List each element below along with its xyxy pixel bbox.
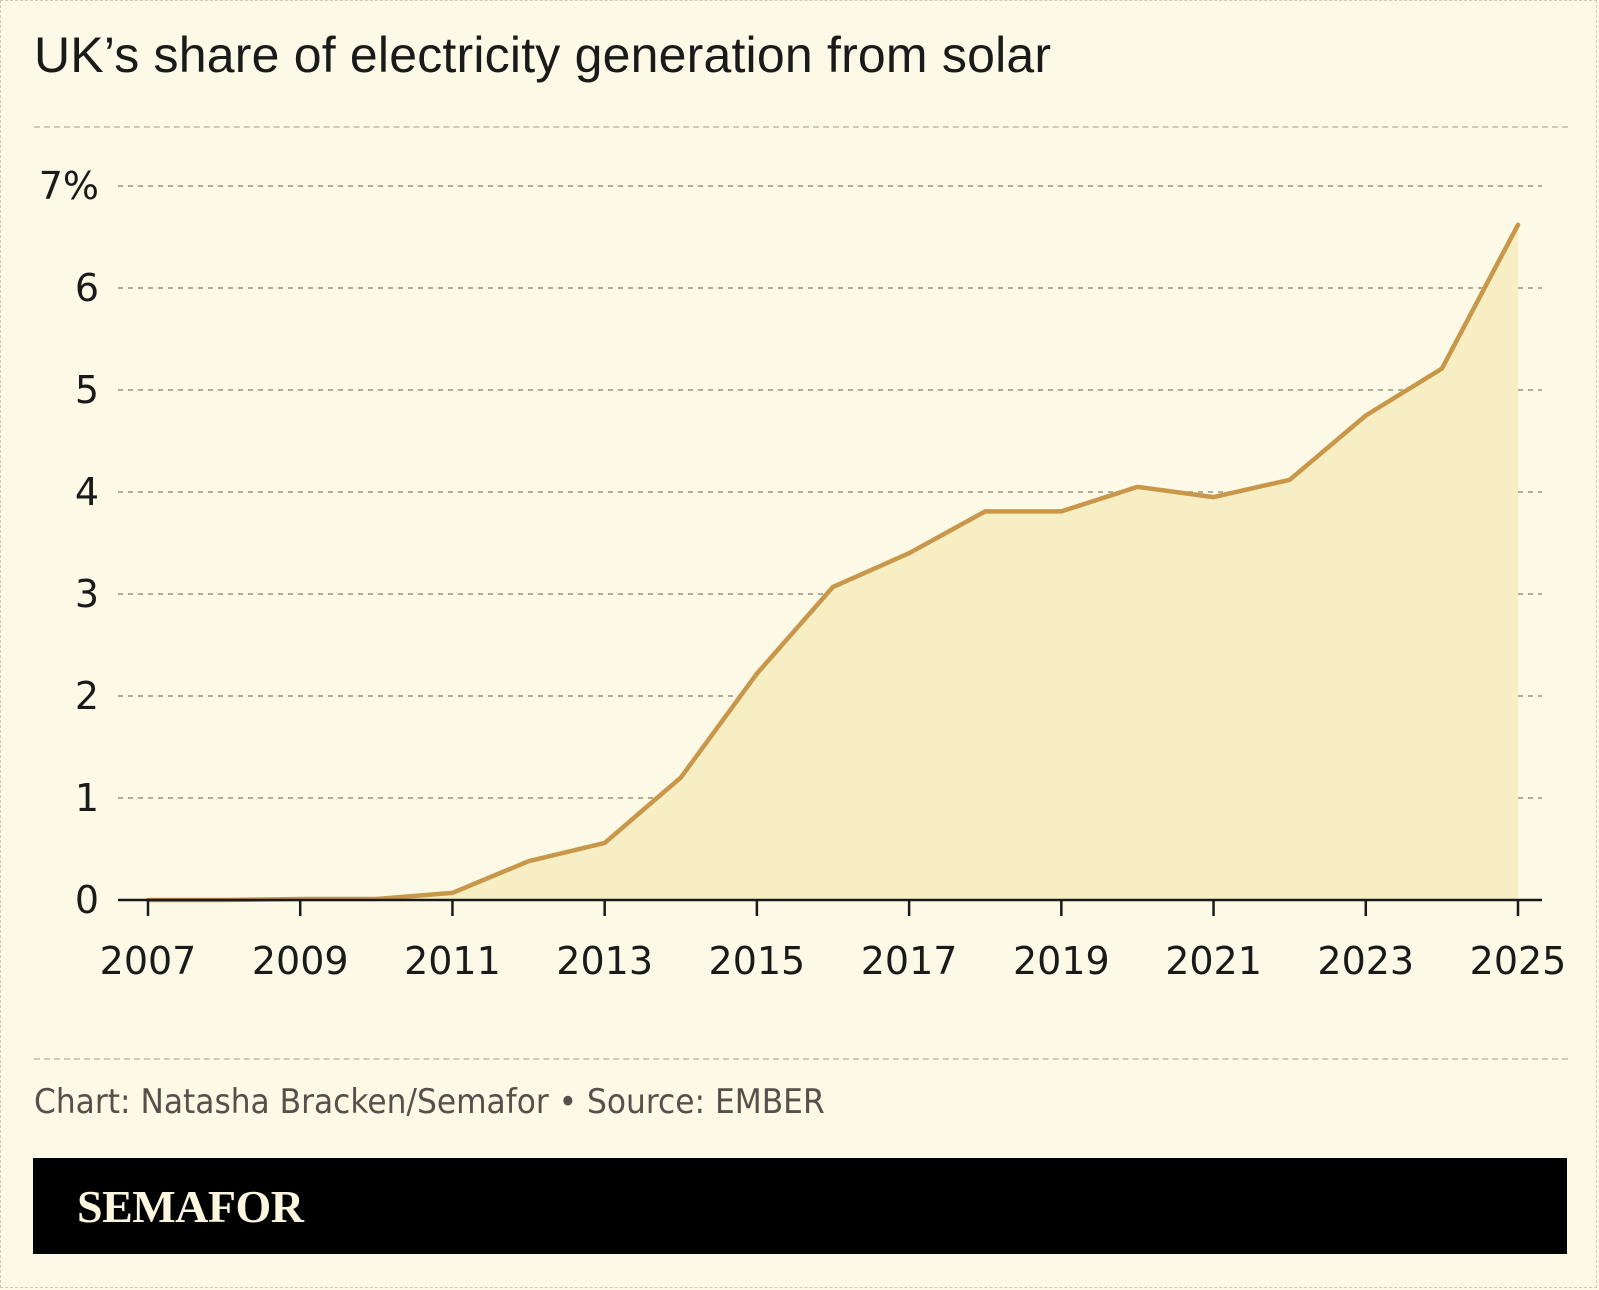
source-credit: Chart: Natasha Bracken/Semafor • Source:…: [34, 1082, 825, 1122]
x-tick-label: 2023: [1317, 939, 1414, 983]
y-tick-label: 3: [75, 572, 99, 616]
x-tick-label: 2011: [404, 939, 501, 983]
y-tick-label: 0: [75, 878, 99, 922]
brand-footer-bar: SEMAFOR: [33, 1158, 1567, 1254]
x-axis: [118, 898, 1542, 916]
area-fill-layer: [148, 224, 1518, 901]
x-tick-label: 2025: [1470, 939, 1567, 983]
x-tick-label: 2013: [556, 939, 653, 983]
x-tick-label: 2015: [709, 939, 806, 983]
bottom-divider: [34, 1058, 1568, 1060]
chart-title: UK’s share of electricity generation fro…: [34, 27, 1052, 83]
x-tick-label: 2009: [252, 939, 349, 983]
x-tick-label: 2021: [1165, 939, 1262, 983]
y-tick-label: 2: [75, 674, 99, 718]
x-tick-label: 2019: [1013, 939, 1110, 983]
y-tick-label: 7%: [39, 164, 99, 208]
x-axis-tick-labels: 2007 2009 2011 2013 2015 2017 2019 2021 2023 2025: [100, 939, 1567, 983]
top-divider: [34, 126, 1568, 128]
x-tick-label: 2007: [100, 939, 197, 983]
y-tick-label: 4: [75, 470, 99, 514]
series-area: [148, 224, 1518, 901]
y-tick-label: 5: [75, 368, 99, 412]
semafor-logo[interactable]: SEMAFOR: [77, 1181, 304, 1232]
y-axis-tick-labels: 0 1 2 3 4 5 6 7%: [39, 164, 99, 922]
y-tick-label: 6: [75, 266, 99, 310]
x-tick-label: 2017: [861, 939, 958, 983]
y-tick-label: 1: [75, 776, 99, 820]
